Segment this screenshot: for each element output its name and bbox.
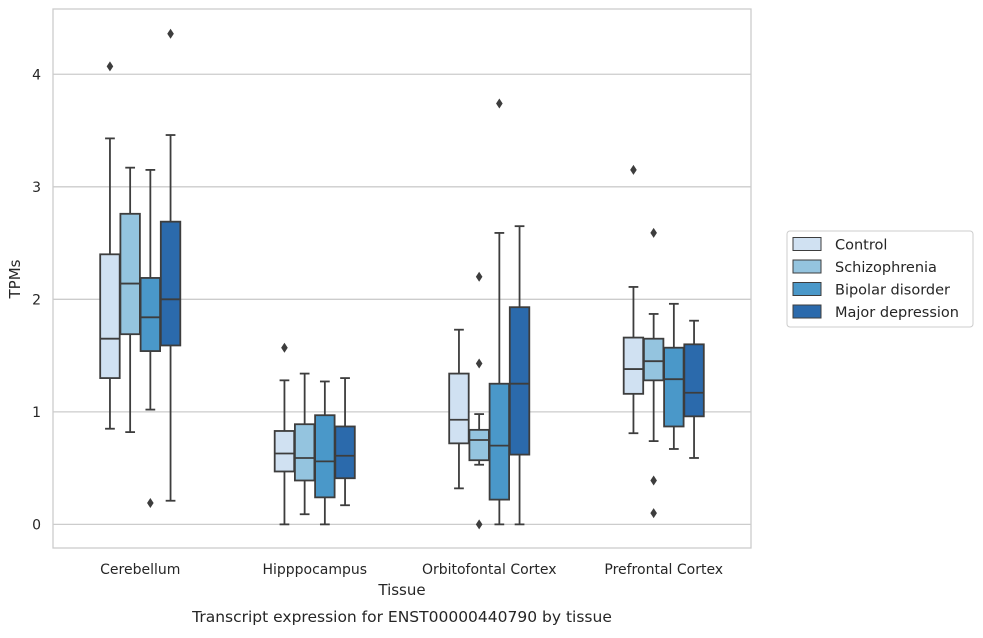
- box-0-1: [119, 166, 141, 433]
- outlier-point: [475, 271, 483, 282]
- box-iqr: [448, 372, 470, 445]
- box-3-3: [683, 319, 705, 459]
- outlier-point: [281, 342, 288, 353]
- box-iqr: [314, 414, 336, 499]
- legend-label: Major depression: [835, 305, 959, 321]
- outlier-point: [650, 508, 657, 519]
- box-iqr: [488, 382, 511, 501]
- legend-frame: [786, 230, 974, 328]
- box-0-2: [139, 169, 162, 508]
- plot-area-frame: [52, 8, 752, 549]
- box-2-3: [508, 225, 531, 526]
- y-tick-label: 1: [32, 405, 41, 421]
- y-tick-label: 3: [32, 180, 41, 196]
- boxes: [99, 28, 705, 530]
- legend: Control Schizophrenia Bipolar disorder Majo…: [786, 230, 974, 328]
- box-iqr: [293, 423, 316, 482]
- y-tick-label: 4: [32, 67, 41, 83]
- box-3-1: [643, 227, 665, 519]
- x-tick-label: Prefrontal Cortex: [604, 562, 723, 578]
- box-iqr: [99, 253, 121, 379]
- outlier-point: [630, 164, 637, 175]
- legend-label: Schizophrenia: [835, 260, 937, 276]
- box-iqr: [622, 336, 645, 395]
- box-iqr: [334, 425, 356, 480]
- box-iqr: [119, 212, 141, 336]
- x-tick-label: Orbitofontal Cortex: [422, 562, 557, 578]
- legend-swatch: [792, 237, 822, 251]
- outlier-point: [106, 61, 114, 72]
- box-iqr: [273, 430, 296, 473]
- y-tick-label: 2: [32, 292, 41, 308]
- box-3-2: [663, 302, 685, 450]
- y-tick-label: 0: [32, 517, 41, 533]
- box-2-1: [468, 271, 490, 530]
- outlier-point: [496, 98, 503, 109]
- chart-caption: Transcript expression for ENST0000044079…: [191, 608, 612, 626]
- x-axis-label: Tissue: [377, 581, 425, 599]
- x-tick-label: Cerebellum: [100, 562, 180, 578]
- legend-swatch: [792, 282, 822, 296]
- outlier-point: [167, 28, 174, 39]
- box-iqr: [159, 220, 182, 347]
- box-iqr: [139, 277, 162, 352]
- legend-label: Bipolar disorder: [835, 283, 950, 299]
- box-iqr: [468, 428, 490, 462]
- outlier-point: [650, 475, 657, 486]
- box-0-0: [99, 61, 121, 430]
- box-iqr: [683, 343, 705, 418]
- box-2-0: [448, 328, 470, 490]
- box-1-1: [293, 372, 316, 516]
- x-tick-label: Hipppocampus: [262, 562, 367, 578]
- box-3-0: [622, 164, 645, 435]
- box-iqr: [643, 337, 665, 382]
- outlier-point: [475, 358, 483, 369]
- box-0-3: [159, 28, 182, 502]
- box-1-3: [334, 377, 356, 507]
- legend-label: Control: [835, 238, 887, 254]
- legend-swatch: [792, 259, 822, 274]
- legend-swatch: [792, 304, 822, 319]
- outlier-point: [650, 227, 657, 238]
- box-2-2: [488, 98, 511, 526]
- outlier-point: [475, 519, 483, 530]
- x-tick-labels: Cerebellum Hipppocampus Orbitofontal Corte…: [100, 562, 723, 578]
- box-1-2: [314, 380, 336, 526]
- box-iqr: [663, 346, 685, 428]
- outlier-point: [147, 497, 154, 508]
- y-tick-labels: 0 1 2 3 4: [32, 67, 41, 533]
- y-axis-label: TPMs: [6, 259, 24, 299]
- box-1-0: [273, 342, 296, 526]
- box-iqr: [508, 306, 531, 456]
